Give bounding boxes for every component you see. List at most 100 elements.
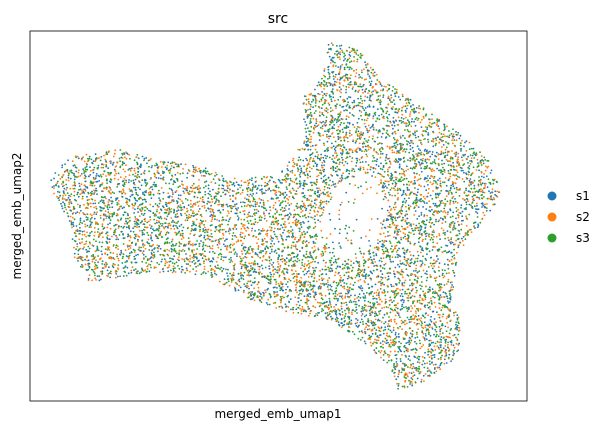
scatter-point-s2 [122, 188, 124, 191]
scatter-point-s1 [409, 157, 412, 160]
scatter-point-s3 [453, 254, 455, 257]
scatter-point-s3 [321, 96, 324, 99]
scatter-point-s2 [465, 149, 468, 152]
scatter-point-s1 [273, 250, 276, 253]
scatter-point-s2 [339, 136, 342, 139]
scatter-point-s1 [417, 254, 420, 257]
scatter-point-s3 [379, 150, 382, 153]
scatter-point-s2 [378, 296, 380, 299]
scatter-point-s2 [454, 182, 457, 185]
scatter-point-s3 [334, 292, 337, 295]
scatter-point-s2 [248, 181, 251, 184]
scatter-point-s3 [252, 234, 255, 237]
scatter-point-s3 [402, 179, 404, 182]
scatter-point-s2 [322, 134, 324, 137]
scatter-point-s3 [182, 202, 184, 205]
scatter-point-s3 [400, 122, 403, 124]
scatter-point-s2 [193, 249, 196, 251]
scatter-point-s1 [410, 372, 413, 375]
scatter-point-s1 [394, 333, 397, 336]
scatter-point-s2 [339, 147, 342, 150]
scatter-point-s3 [190, 214, 193, 217]
scatter-point-s3 [411, 154, 414, 156]
scatter-point-s3 [460, 206, 462, 209]
scatter-point-s3 [398, 179, 401, 181]
scatter-point-s1 [217, 239, 220, 241]
scatter-point-s3 [359, 138, 362, 140]
scatter-point-s1 [358, 73, 360, 76]
scatter-point-s2 [404, 233, 407, 236]
scatter-point-s2 [82, 188, 85, 191]
scatter-point-s2 [262, 255, 265, 258]
scatter-point-s3 [433, 175, 436, 178]
scatter-point-s2 [186, 210, 189, 212]
scatter-point-s1 [286, 286, 289, 288]
scatter-point-s1 [315, 266, 317, 269]
scatter-point-s2 [441, 146, 443, 148]
scatter-point-s2 [422, 269, 425, 272]
scatter-point-s3 [93, 166, 96, 169]
scatter-point-s3 [237, 273, 240, 275]
scatter-point-s2 [336, 294, 339, 296]
scatter-point-s2 [324, 250, 327, 253]
scatter-point-s3 [378, 118, 381, 121]
scatter-point-s3 [70, 193, 73, 196]
scatter-point-s3 [420, 302, 423, 305]
scatter-point-s1 [338, 271, 340, 274]
scatter-point-s1 [185, 257, 188, 260]
scatter-point-s1 [416, 145, 419, 148]
scatter-point-s1 [259, 295, 261, 298]
scatter-point-s2 [445, 351, 448, 354]
scatter-point-s2 [305, 264, 308, 267]
scatter-point-s1 [323, 70, 326, 72]
scatter-point-s3 [435, 181, 437, 184]
scatter-point-s1 [151, 239, 154, 242]
scatter-point-s1 [341, 263, 344, 266]
scatter-point-s2 [192, 243, 194, 245]
scatter-point-s1 [201, 257, 204, 260]
scatter-point-s2 [366, 117, 369, 120]
scatter-point-s1 [477, 223, 479, 226]
scatter-point-s3 [416, 299, 419, 302]
scatter-point-s2 [85, 235, 88, 238]
scatter-point-s3 [113, 192, 116, 195]
scatter-point-s1 [437, 295, 440, 297]
scatter-point-s2 [320, 199, 322, 202]
scatter-point-s3 [389, 223, 391, 226]
scatter-point-s2 [218, 203, 221, 206]
scatter-point-s3 [387, 88, 390, 91]
scatter-point-s2 [383, 351, 386, 354]
scatter-point-s3 [367, 164, 370, 166]
scatter-point-s2 [429, 308, 431, 311]
scatter-point-s1 [230, 259, 233, 261]
scatter-point-s2 [452, 137, 454, 140]
scatter-point-s1 [384, 328, 387, 331]
scatter-point-s1 [441, 173, 444, 176]
scatter-point-s3 [394, 256, 397, 259]
scatter-point-s2 [393, 160, 396, 163]
scatter-point-s1 [307, 204, 310, 207]
scatter-point-s3 [58, 191, 61, 194]
scatter-point-s2 [195, 270, 198, 272]
scatter-point-s3 [453, 139, 456, 142]
scatter-point-s1 [177, 205, 180, 208]
scatter-point-s1 [368, 75, 371, 77]
scatter-point-s1 [445, 244, 447, 247]
scatter-point-s1 [89, 224, 92, 227]
scatter-point-s1 [438, 120, 440, 122]
scatter-point-s1 [235, 203, 238, 205]
scatter-point-s3 [450, 221, 453, 224]
scatter-point-s2 [114, 149, 117, 152]
scatter-point-s1 [128, 179, 130, 181]
scatter-point-s2 [228, 184, 231, 187]
scatter-point-s3 [253, 212, 256, 215]
scatter-point-s2 [160, 230, 163, 233]
scatter-point-s1 [149, 210, 152, 213]
scatter-point-s3 [459, 144, 462, 147]
scatter-point-s1 [435, 255, 438, 258]
scatter-point-s1 [309, 108, 312, 111]
scatter-point-s3 [367, 318, 369, 320]
scatter-point-s1 [364, 277, 367, 280]
scatter-point-s1 [388, 205, 391, 208]
scatter-point-s2 [315, 238, 318, 240]
